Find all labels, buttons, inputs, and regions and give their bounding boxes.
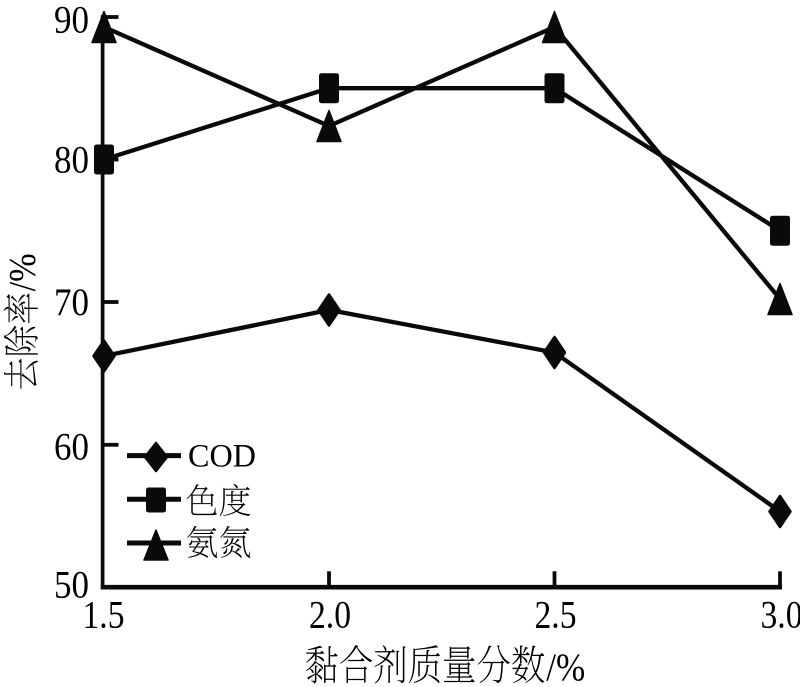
svg-text:/%: /% bbox=[2, 253, 44, 291]
svg-text:80: 80 bbox=[54, 139, 89, 182]
svg-text:50: 50 bbox=[54, 564, 89, 607]
svg-text:3.0: 3.0 bbox=[761, 594, 800, 637]
svg-text:70: 70 bbox=[54, 281, 89, 324]
svg-text:1.5: 1.5 bbox=[83, 594, 125, 637]
svg-text:90: 90 bbox=[54, 0, 89, 42]
svg-text:2.0: 2.0 bbox=[309, 594, 351, 637]
svg-text:/%: /% bbox=[546, 646, 585, 687]
svg-text:60: 60 bbox=[54, 426, 89, 469]
svg-text:COD: COD bbox=[188, 439, 256, 475]
svg-text:2.5: 2.5 bbox=[535, 594, 577, 637]
